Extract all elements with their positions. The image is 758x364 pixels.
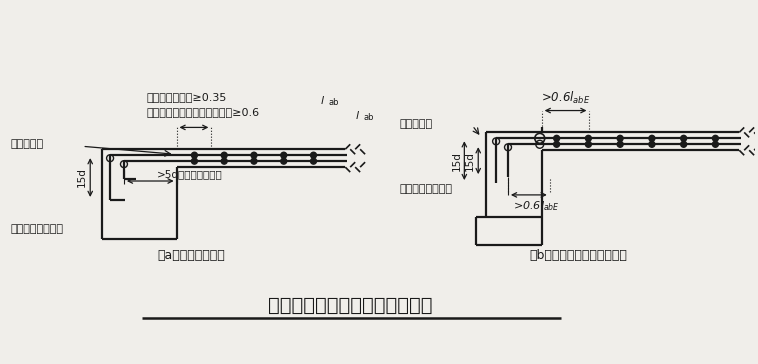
Circle shape bbox=[617, 141, 623, 147]
Circle shape bbox=[311, 152, 317, 158]
Circle shape bbox=[280, 158, 287, 164]
Circle shape bbox=[221, 152, 227, 158]
Circle shape bbox=[681, 141, 687, 147]
Text: 设计按铰接时：≥0.35: 设计按铰接时：≥0.35 bbox=[147, 92, 227, 102]
Circle shape bbox=[311, 158, 317, 164]
Circle shape bbox=[251, 152, 257, 158]
Circle shape bbox=[713, 141, 719, 147]
Text: ab: ab bbox=[328, 98, 339, 107]
Text: >5d且至少到梁中线: >5d且至少到梁中线 bbox=[157, 169, 223, 179]
Text: 充分利用钢筋的抗拉强度时：≥0.6: 充分利用钢筋的抗拉强度时：≥0.6 bbox=[147, 107, 260, 116]
Circle shape bbox=[681, 135, 687, 141]
Text: 外侧梁角筋: 外侧梁角筋 bbox=[11, 139, 44, 149]
Circle shape bbox=[585, 135, 591, 141]
Text: 15d: 15d bbox=[77, 167, 87, 187]
Text: 外侧梁角筋: 外侧梁角筋 bbox=[399, 119, 433, 130]
Circle shape bbox=[649, 141, 655, 147]
Circle shape bbox=[192, 158, 197, 164]
Circle shape bbox=[713, 135, 719, 141]
Circle shape bbox=[649, 135, 655, 141]
Text: 15d: 15d bbox=[452, 151, 462, 171]
Circle shape bbox=[553, 135, 559, 141]
Circle shape bbox=[221, 158, 227, 164]
Text: >0.6$l_{abE}$: >0.6$l_{abE}$ bbox=[541, 90, 590, 106]
Text: ab: ab bbox=[363, 113, 374, 122]
Circle shape bbox=[280, 152, 287, 158]
Text: $l$: $l$ bbox=[321, 94, 325, 106]
Text: >0.6$l_{abE}$: >0.6$l_{abE}$ bbox=[513, 199, 559, 213]
Text: 板在端部支座的锚固构造（一）: 板在端部支座的锚固构造（一） bbox=[268, 296, 433, 314]
Circle shape bbox=[192, 152, 197, 158]
Circle shape bbox=[617, 135, 623, 141]
Text: （b）梁板式转换层的楼面板: （b）梁板式转换层的楼面板 bbox=[530, 249, 628, 262]
Text: 在梁角筋内侧弯钩: 在梁角筋内侧弯钩 bbox=[11, 223, 64, 234]
Circle shape bbox=[585, 141, 591, 147]
Text: 在梁角筋内侧弯钩: 在梁角筋内侧弯钩 bbox=[399, 184, 453, 194]
Text: （a）普通楼屋面板: （a）普通楼屋面板 bbox=[158, 249, 225, 262]
Text: 15d: 15d bbox=[465, 151, 475, 171]
Circle shape bbox=[553, 141, 559, 147]
Text: $l$: $l$ bbox=[356, 108, 360, 120]
Circle shape bbox=[251, 158, 257, 164]
